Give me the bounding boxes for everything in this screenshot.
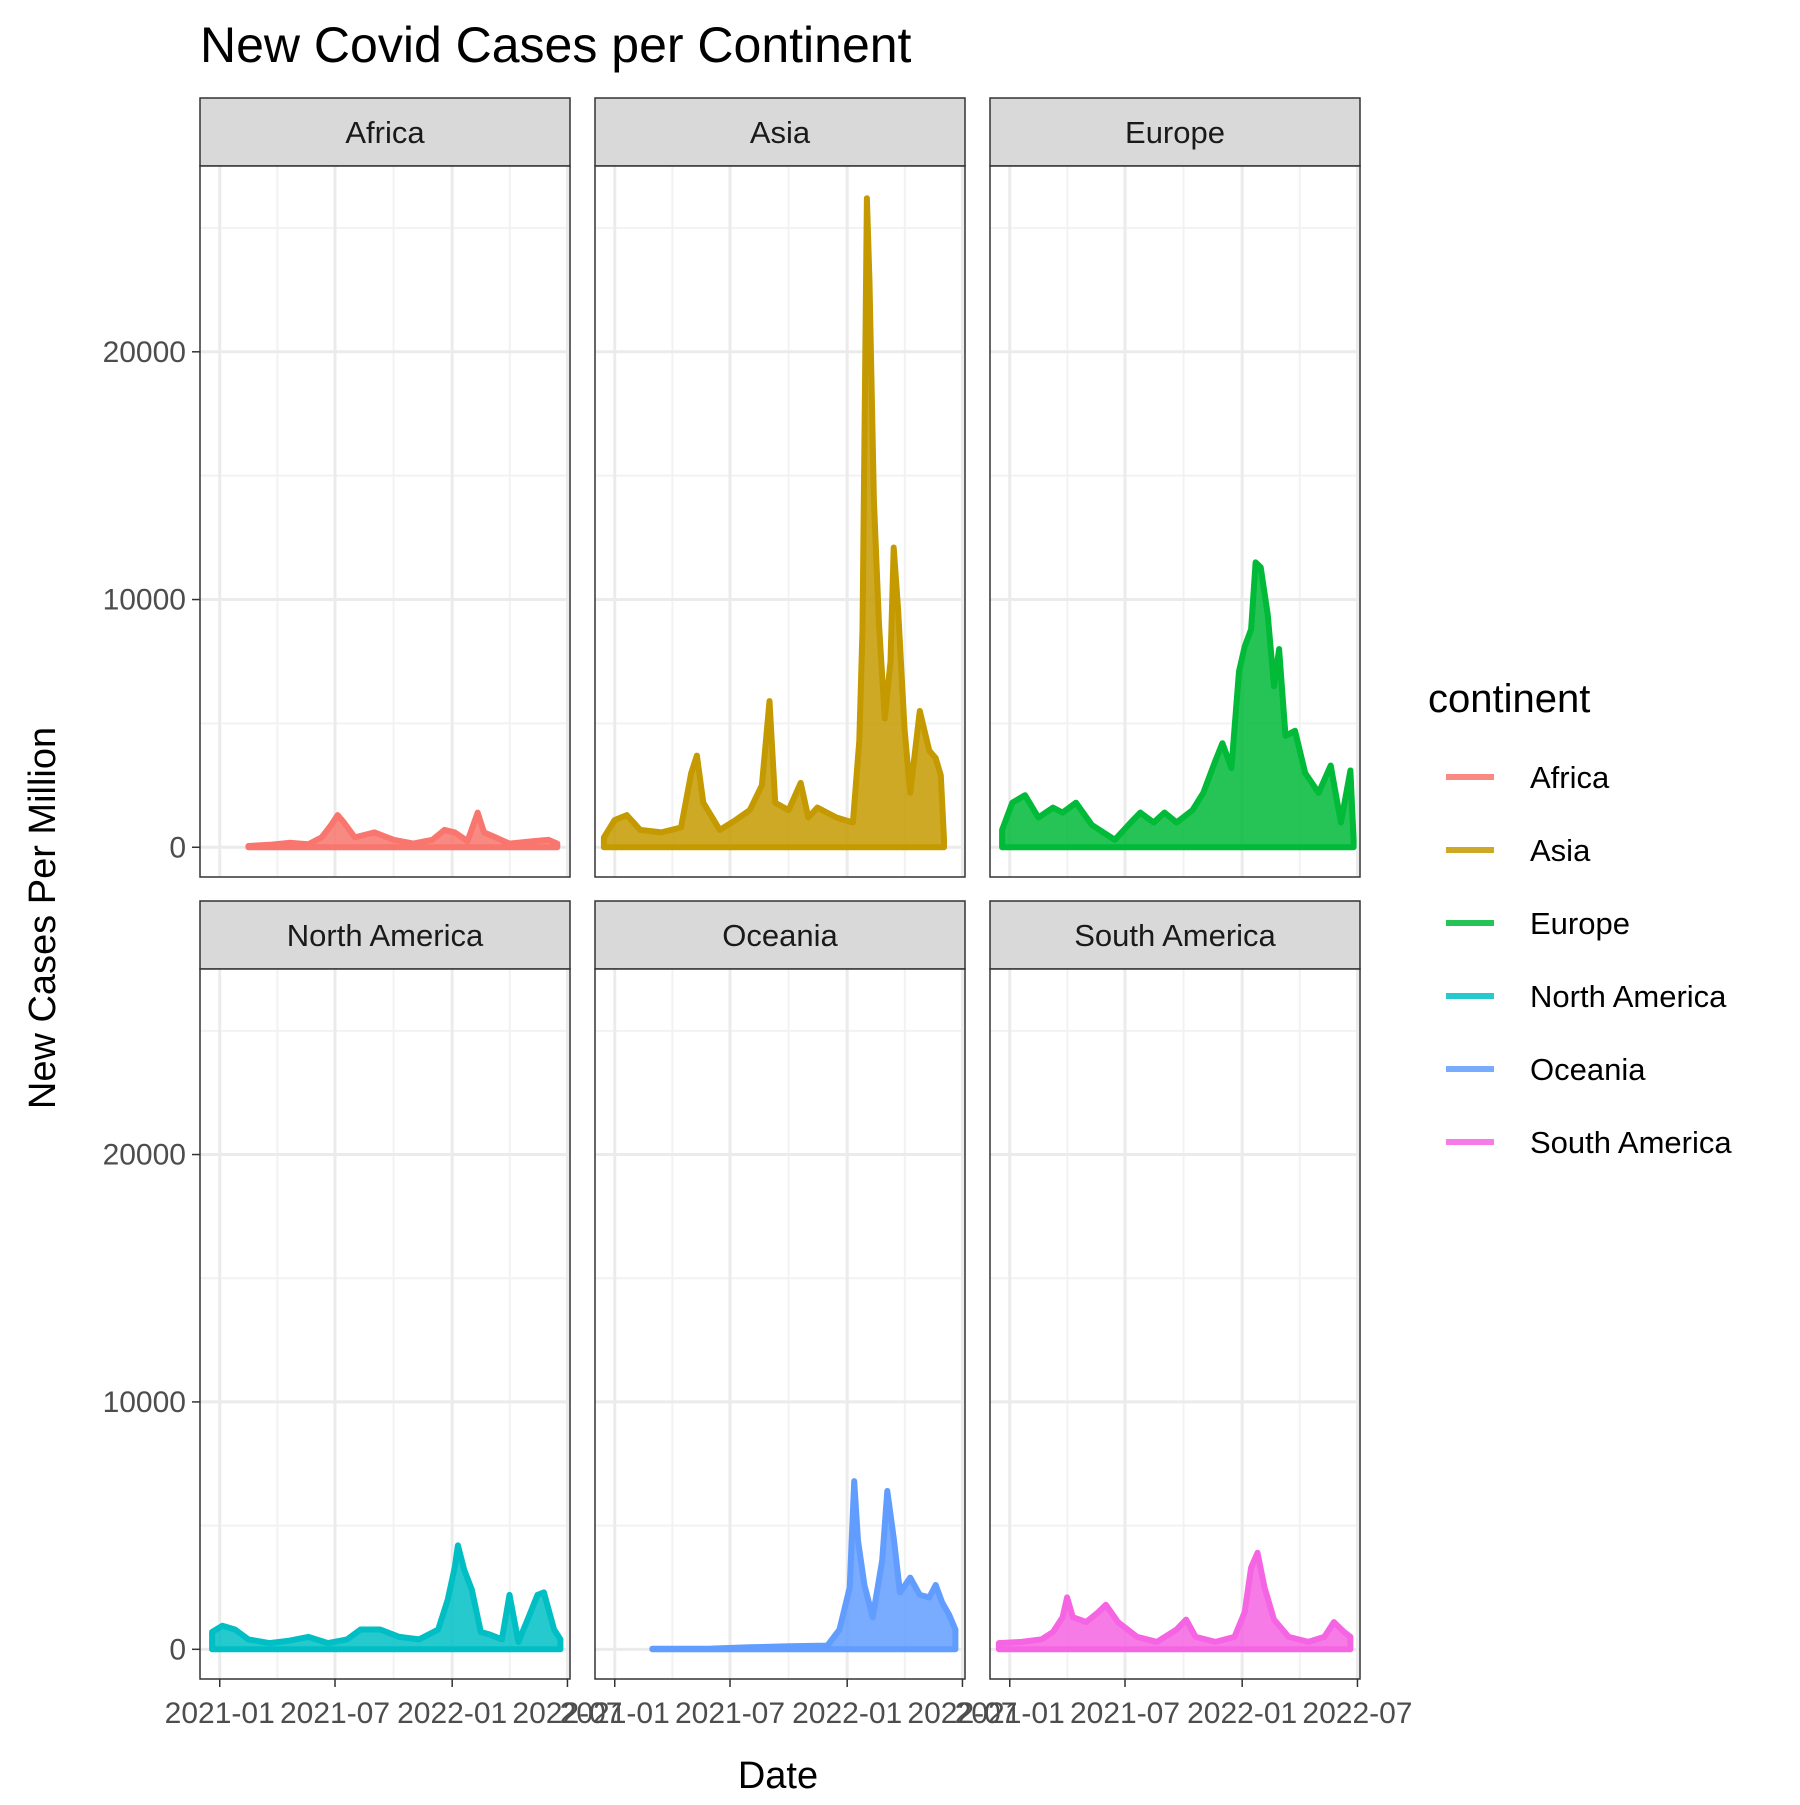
panel-border xyxy=(199,165,571,878)
x-axis-title: Date xyxy=(738,1755,818,1797)
x-tick-label: 2022-07 xyxy=(512,1697,622,1730)
panel-africa: Africa 0 10000 20000 xyxy=(103,97,571,878)
chart-title: New Covid Cases per Continent xyxy=(200,17,912,73)
y-tick-label: 10000 xyxy=(103,584,186,617)
strip-label-north-america: North America xyxy=(287,918,484,953)
strip-label-europe: Europe xyxy=(1125,115,1225,150)
strip-label-oceania: Oceania xyxy=(722,918,838,953)
x-tick-label: 2021-07 xyxy=(1070,1697,1180,1730)
legend-item-asia: Asia xyxy=(1446,833,1591,868)
legend-item-oceania: Oceania xyxy=(1446,1052,1646,1087)
panel-border xyxy=(594,968,966,1680)
panel-background xyxy=(200,166,570,877)
legend: continent Africa Asia Europe North America O… xyxy=(1428,677,1732,1160)
legend-label-asia: Asia xyxy=(1530,833,1591,868)
y-tick-label: 20000 xyxy=(103,336,186,369)
panel-background xyxy=(595,969,965,1679)
strip-south-america xyxy=(989,900,1361,970)
panel-europe: Europe xyxy=(989,97,1361,878)
panel-border xyxy=(594,165,966,878)
panel-south-america: South America 2021-01 2021-07 2022-01 2022-0… xyxy=(955,900,1413,1730)
panel-asia: Asia xyxy=(594,97,966,878)
panel-oceania: Oceania 2021-01 2021-07 2022-01 2022-07 xyxy=(560,900,1018,1730)
x-tick-label: 2021-07 xyxy=(675,1697,785,1730)
panel-background xyxy=(200,969,570,1679)
facet-panels: Africa 0 10000 20000 Asia Europe North America… xyxy=(103,97,1413,1730)
legend-label-south-america: South America xyxy=(1530,1125,1732,1160)
x-tick-label: 2022-01 xyxy=(792,1697,902,1730)
x-tick-label: 2021-01 xyxy=(955,1697,1065,1730)
x-tick-label: 2022-01 xyxy=(1187,1697,1297,1730)
series-area-africa xyxy=(245,809,561,851)
series-area-south-america xyxy=(995,1549,1354,1653)
legend-item-africa: Africa xyxy=(1446,760,1610,795)
legend-label-africa: Africa xyxy=(1530,760,1610,795)
legend-label-oceania: Oceania xyxy=(1530,1052,1646,1087)
strip-label-south-america: South America xyxy=(1074,918,1276,953)
panel-border xyxy=(989,165,1361,878)
x-tick-label: 2022-07 xyxy=(1302,1697,1412,1730)
strip-asia xyxy=(594,97,966,167)
y-tick-label: 0 xyxy=(169,1633,186,1666)
legend-item-north-america: North America xyxy=(1446,979,1727,1014)
series-area-europe xyxy=(999,559,1357,851)
strip-label-asia: Asia xyxy=(750,115,811,150)
x-tick-label: 2021-07 xyxy=(280,1697,390,1730)
legend-title: continent xyxy=(1428,677,1590,721)
series-area-asia xyxy=(600,195,947,851)
strip-north-america xyxy=(199,900,571,970)
y-tick-label: 20000 xyxy=(103,1139,186,1172)
panel-background xyxy=(990,969,1360,1679)
strip-label-africa: Africa xyxy=(345,115,425,150)
x-tick-label: 2022-01 xyxy=(397,1697,507,1730)
series-area-north-america xyxy=(209,1542,564,1653)
x-tick-label: 2021-01 xyxy=(560,1697,670,1730)
legend-label-north-america: North America xyxy=(1530,979,1727,1014)
strip-africa xyxy=(199,97,571,167)
legend-item-europe: Europe xyxy=(1446,906,1630,941)
panel-border xyxy=(199,968,571,1680)
x-tick-label: 2021-01 xyxy=(165,1697,275,1730)
legend-item-south-america: South America xyxy=(1446,1125,1732,1160)
legend-label-europe: Europe xyxy=(1530,906,1630,941)
x-tick-label: 2022-07 xyxy=(907,1697,1017,1730)
y-axis-title: New Cases Per Million xyxy=(22,727,64,1109)
panel-border xyxy=(989,968,1361,1680)
y-tick-label: 0 xyxy=(169,831,186,864)
strip-oceania xyxy=(594,900,966,970)
y-tick-label: 10000 xyxy=(103,1386,186,1419)
series-area-oceania xyxy=(649,1478,959,1653)
